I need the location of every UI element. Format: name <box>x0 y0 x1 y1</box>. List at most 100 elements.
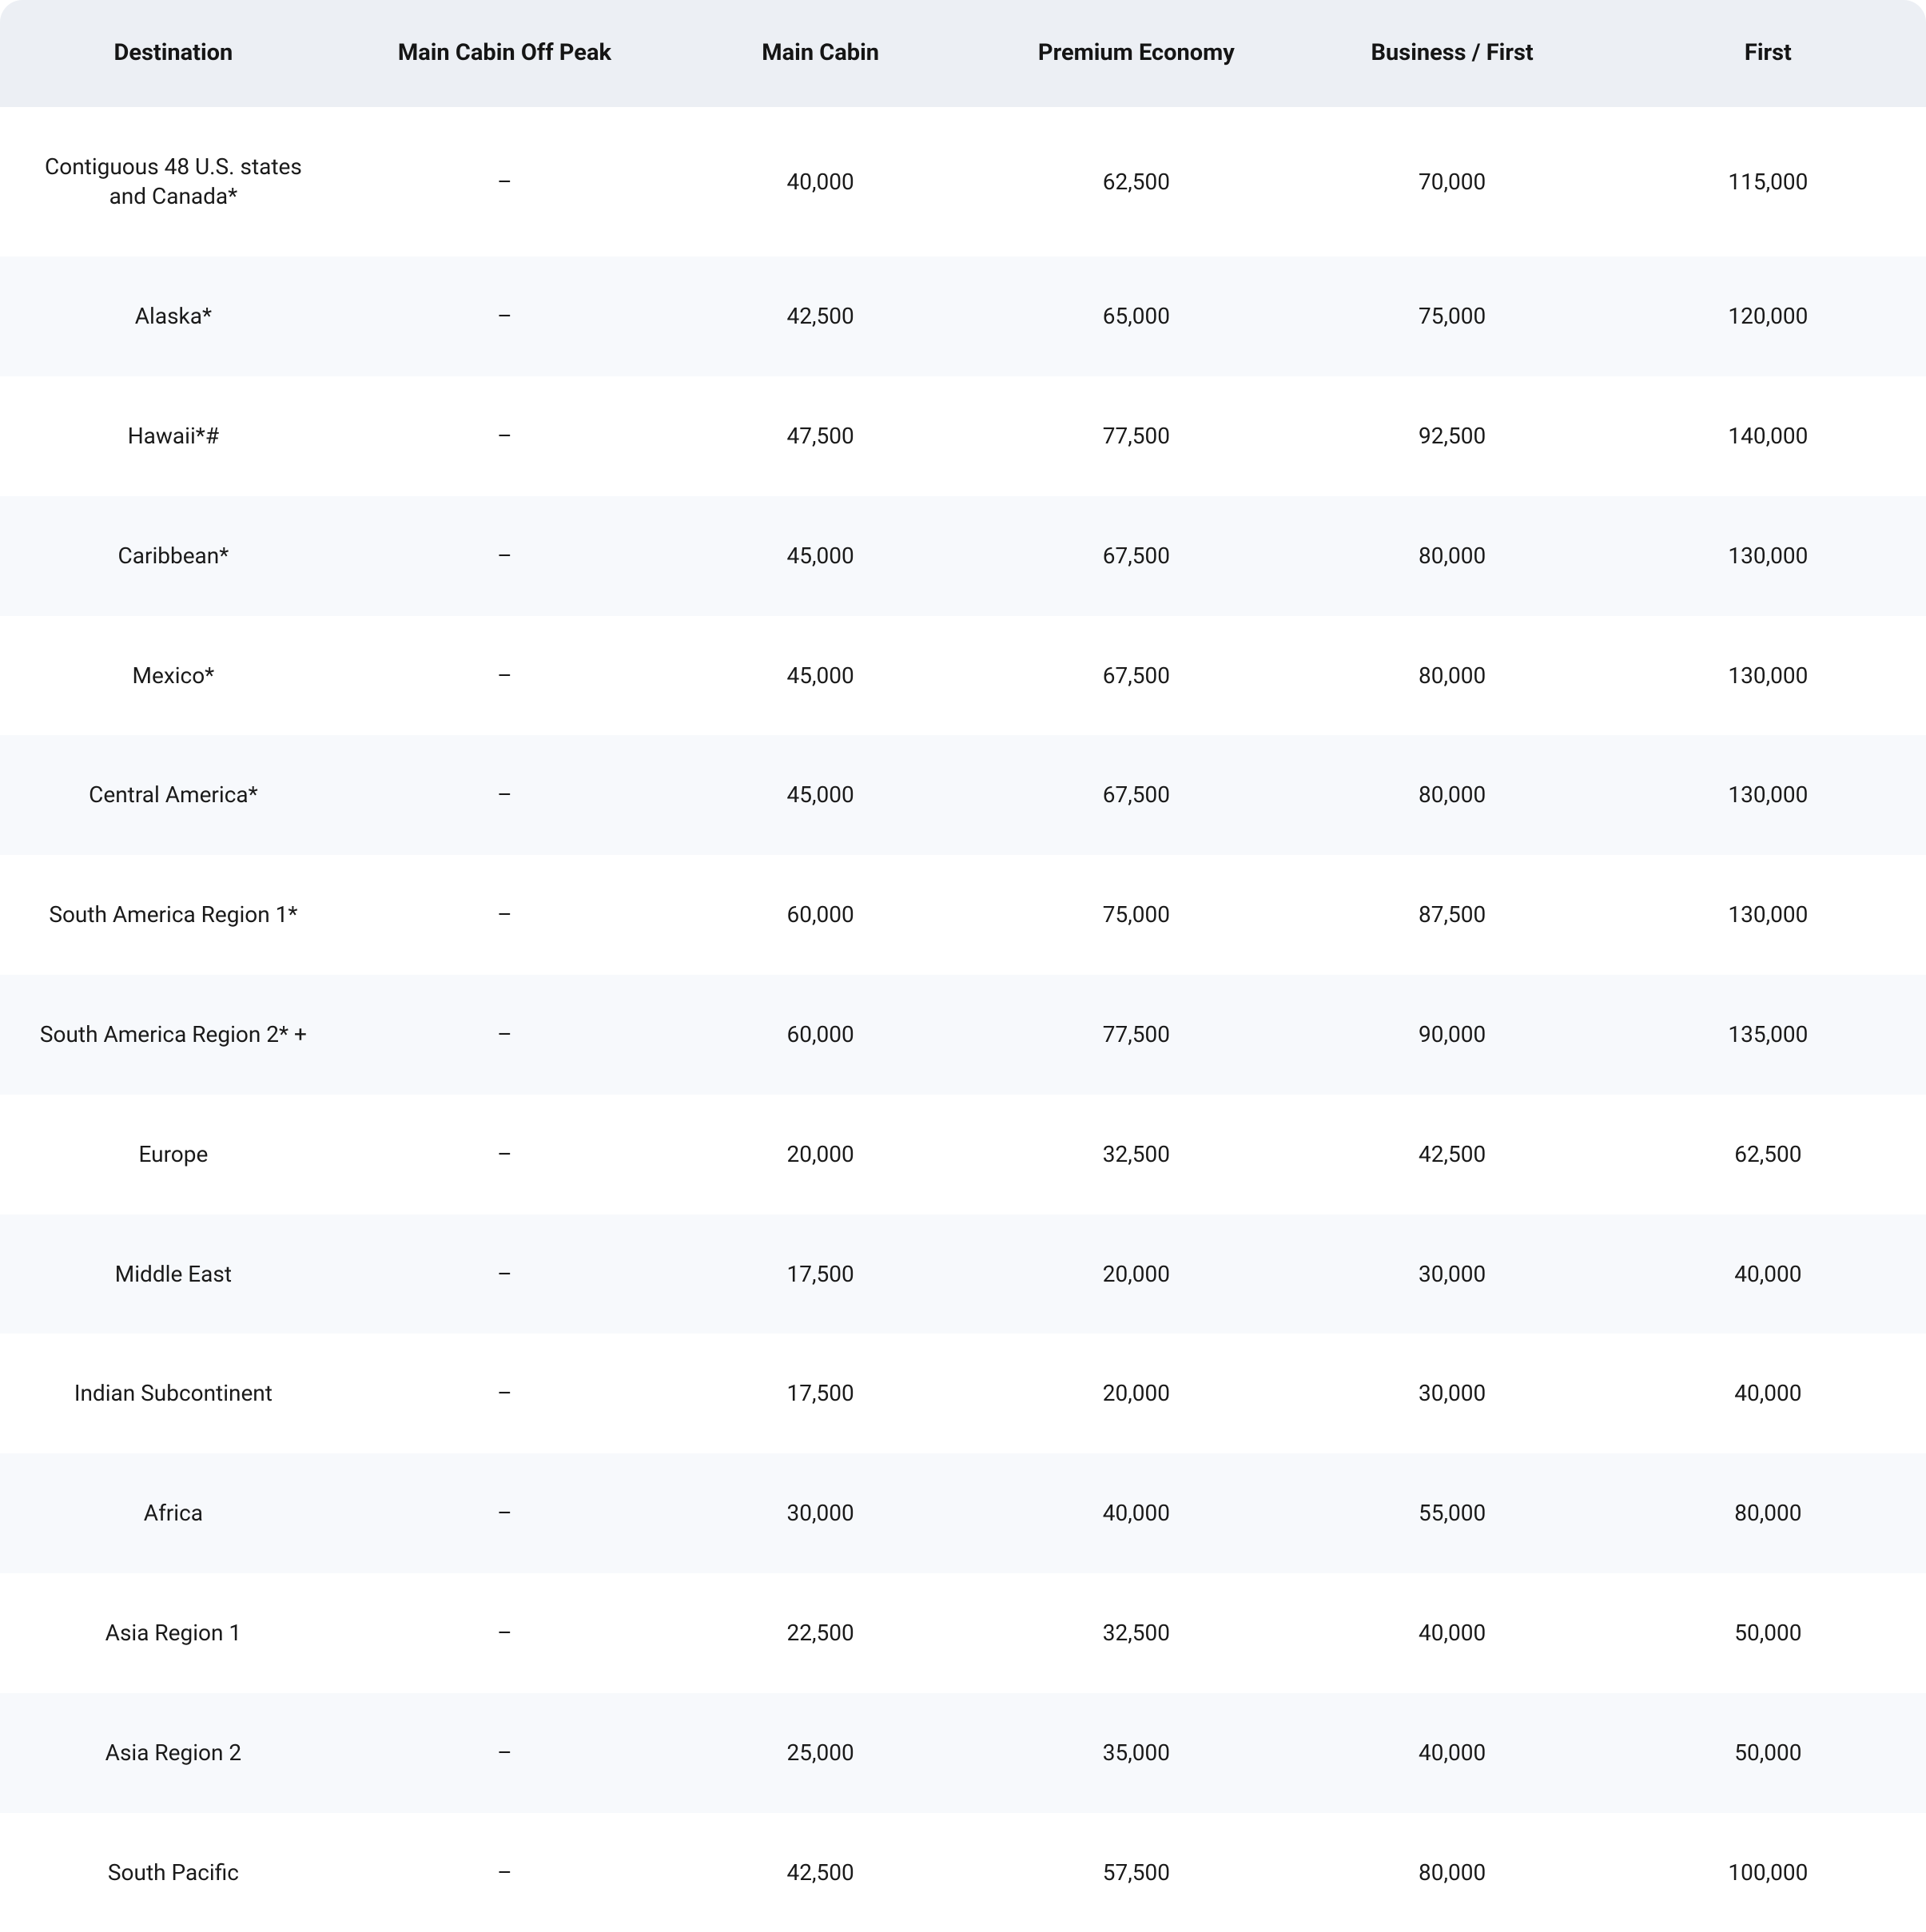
cell-first: 40,000 <box>1610 1214 1926 1334</box>
table-row: Middle East – 17,500 20,000 30,000 40,00… <box>0 1214 1926 1334</box>
cell-main-offpeak: – <box>347 376 663 496</box>
cell-main-offpeak: – <box>347 1813 663 1932</box>
cell-first: 130,000 <box>1610 855 1926 975</box>
cell-premium-economy: 62,500 <box>978 107 1294 257</box>
cell-first: 115,000 <box>1610 107 1926 257</box>
cell-main-offpeak: – <box>347 616 663 736</box>
col-main-cabin-offpeak: Main Cabin Off Peak <box>347 0 663 107</box>
cell-business-first: 30,000 <box>1295 1214 1610 1334</box>
cell-destination: Caribbean* <box>0 496 347 616</box>
cell-destination: Contiguous 48 U.S. states and Canada* <box>0 107 347 257</box>
cell-premium-economy: 75,000 <box>978 855 1294 975</box>
cell-business-first: 42,500 <box>1295 1095 1610 1214</box>
cell-destination: Central America* <box>0 735 347 855</box>
cell-premium-economy: 20,000 <box>978 1334 1294 1453</box>
cell-destination: South Pacific <box>0 1813 347 1932</box>
table-row: Africa – 30,000 40,000 55,000 80,000 <box>0 1453 1926 1573</box>
cell-main-offpeak: – <box>347 1453 663 1573</box>
cell-first: 130,000 <box>1610 496 1926 616</box>
cell-destination: Asia Region 1 <box>0 1573 347 1693</box>
cell-main-offpeak: – <box>347 1095 663 1214</box>
cell-destination: Asia Region 2 <box>0 1693 347 1813</box>
cell-business-first: 70,000 <box>1295 107 1610 257</box>
cell-main-cabin: 17,500 <box>663 1214 978 1334</box>
cell-main-offpeak: – <box>347 855 663 975</box>
col-premium-economy: Premium Economy <box>978 0 1294 107</box>
table-row: Indian Subcontinent – 17,500 20,000 30,0… <box>0 1334 1926 1453</box>
cell-premium-economy: 32,500 <box>978 1095 1294 1214</box>
cell-destination: Hawaii*# <box>0 376 347 496</box>
cell-destination: South America Region 2* + <box>0 975 347 1095</box>
cell-premium-economy: 32,500 <box>978 1573 1294 1693</box>
table-row: Alaska* – 42,500 65,000 75,000 120,000 <box>0 256 1926 376</box>
cell-first: 130,000 <box>1610 616 1926 736</box>
cell-main-offpeak: – <box>347 256 663 376</box>
cell-first: 40,000 <box>1610 1334 1926 1453</box>
award-chart-table-wrap: Destination Main Cabin Off Peak Main Cab… <box>0 0 1926 1932</box>
cell-business-first: 30,000 <box>1295 1334 1610 1453</box>
cell-destination: Middle East <box>0 1214 347 1334</box>
cell-main-cabin: 60,000 <box>663 975 978 1095</box>
table-row: Hawaii*# – 47,500 77,500 92,500 140,000 <box>0 376 1926 496</box>
cell-main-cabin: 42,500 <box>663 256 978 376</box>
table-row: Caribbean* – 45,000 67,500 80,000 130,00… <box>0 496 1926 616</box>
cell-business-first: 80,000 <box>1295 616 1610 736</box>
table-row: South America Region 1* – 60,000 75,000 … <box>0 855 1926 975</box>
cell-main-cabin: 22,500 <box>663 1573 978 1693</box>
cell-main-offpeak: – <box>347 1573 663 1693</box>
cell-main-cabin: 45,000 <box>663 735 978 855</box>
cell-business-first: 90,000 <box>1295 975 1610 1095</box>
cell-premium-economy: 35,000 <box>978 1693 1294 1813</box>
cell-main-offpeak: – <box>347 735 663 855</box>
table-row: Central America* – 45,000 67,500 80,000 … <box>0 735 1926 855</box>
cell-main-offpeak: – <box>347 107 663 257</box>
cell-main-cabin: 45,000 <box>663 616 978 736</box>
table-row: Europe – 20,000 32,500 42,500 62,500 <box>0 1095 1926 1214</box>
cell-main-offpeak: – <box>347 1214 663 1334</box>
cell-main-cabin: 42,500 <box>663 1813 978 1932</box>
cell-first: 62,500 <box>1610 1095 1926 1214</box>
cell-main-cabin: 40,000 <box>663 107 978 257</box>
col-business-first: Business / First <box>1295 0 1610 107</box>
cell-business-first: 80,000 <box>1295 496 1610 616</box>
cell-first: 130,000 <box>1610 735 1926 855</box>
cell-main-offpeak: – <box>347 1693 663 1813</box>
table-row: South America Region 2* + – 60,000 77,50… <box>0 975 1926 1095</box>
cell-main-cabin: 17,500 <box>663 1334 978 1453</box>
cell-destination: Africa <box>0 1453 347 1573</box>
cell-premium-economy: 67,500 <box>978 735 1294 855</box>
cell-main-cabin: 45,000 <box>663 496 978 616</box>
table-row: Mexico* – 45,000 67,500 80,000 130,000 <box>0 616 1926 736</box>
cell-first: 50,000 <box>1610 1693 1926 1813</box>
cell-main-cabin: 47,500 <box>663 376 978 496</box>
cell-business-first: 75,000 <box>1295 256 1610 376</box>
cell-premium-economy: 67,500 <box>978 496 1294 616</box>
cell-premium-economy: 20,000 <box>978 1214 1294 1334</box>
table-header: Destination Main Cabin Off Peak Main Cab… <box>0 0 1926 107</box>
cell-premium-economy: 57,500 <box>978 1813 1294 1932</box>
cell-main-cabin: 25,000 <box>663 1693 978 1813</box>
table-row: South Pacific – 42,500 57,500 80,000 100… <box>0 1813 1926 1932</box>
col-first: First <box>1610 0 1926 107</box>
cell-first: 80,000 <box>1610 1453 1926 1573</box>
cell-business-first: 55,000 <box>1295 1453 1610 1573</box>
cell-main-offpeak: – <box>347 496 663 616</box>
cell-business-first: 40,000 <box>1295 1693 1610 1813</box>
cell-main-offpeak: – <box>347 975 663 1095</box>
table-row: Asia Region 1 – 22,500 32,500 40,000 50,… <box>0 1573 1926 1693</box>
cell-destination: Alaska* <box>0 256 347 376</box>
cell-main-cabin: 30,000 <box>663 1453 978 1573</box>
cell-main-cabin: 20,000 <box>663 1095 978 1214</box>
cell-business-first: 80,000 <box>1295 735 1610 855</box>
cell-destination: Mexico* <box>0 616 347 736</box>
cell-premium-economy: 67,500 <box>978 616 1294 736</box>
cell-business-first: 40,000 <box>1295 1573 1610 1693</box>
cell-destination: South America Region 1* <box>0 855 347 975</box>
cell-first: 50,000 <box>1610 1573 1926 1693</box>
cell-destination: Indian Subcontinent <box>0 1334 347 1453</box>
col-main-cabin: Main Cabin <box>663 0 978 107</box>
cell-business-first: 80,000 <box>1295 1813 1610 1932</box>
cell-main-cabin: 60,000 <box>663 855 978 975</box>
table-row: Asia Region 2 – 25,000 35,000 40,000 50,… <box>0 1693 1926 1813</box>
cell-premium-economy: 77,500 <box>978 975 1294 1095</box>
